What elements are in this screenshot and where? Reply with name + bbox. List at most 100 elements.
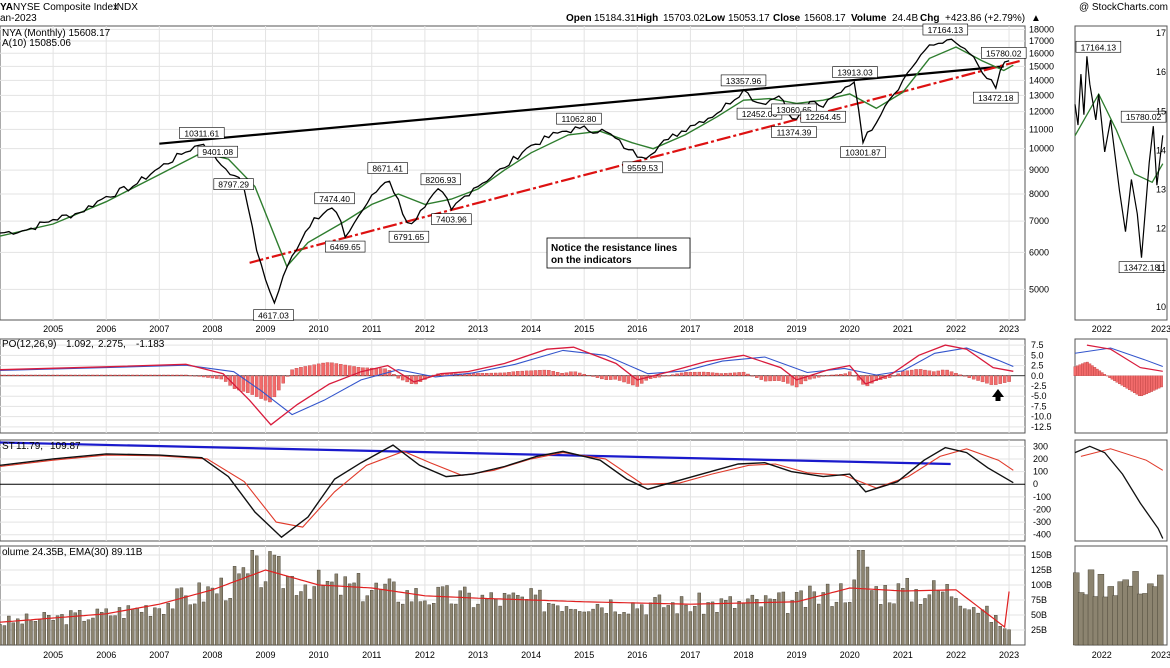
ppo-histogram-bar xyxy=(897,374,900,376)
value-label: 9401.08 xyxy=(202,147,233,157)
volume-bar xyxy=(282,588,285,645)
zoom-ppo-bar xyxy=(1101,373,1103,376)
volume-bar xyxy=(698,593,701,645)
volume-bar xyxy=(47,615,50,645)
ppo-histogram-bar xyxy=(777,376,780,381)
zoom-volume-bar xyxy=(1157,575,1163,645)
zoom-tick-fragment: 16 xyxy=(1156,67,1166,77)
price-tick-label: 11000 xyxy=(1029,124,1053,134)
ppo-histogram-bar xyxy=(795,376,798,387)
ppo-histogram-bar xyxy=(295,368,298,376)
volume-bar xyxy=(114,616,117,645)
zoom-frame-2 xyxy=(1075,440,1167,541)
volume-bar xyxy=(835,602,838,645)
volume-bar xyxy=(534,595,537,645)
value-label: 8797.29 xyxy=(218,180,249,190)
ppo-tick-label: 0.0 xyxy=(1031,371,1044,381)
ppo-histogram-bar xyxy=(667,376,670,377)
volume-bar xyxy=(184,596,187,645)
x-axis-label-bottom: 2007 xyxy=(149,650,169,660)
ppo-histogram-bar xyxy=(193,376,196,377)
ppo-histogram-bar xyxy=(206,376,209,378)
kst-tick-label: 300 xyxy=(1033,441,1048,451)
volume-bar xyxy=(60,614,63,645)
volume-bar xyxy=(786,613,789,645)
volume-bar xyxy=(109,616,112,645)
ppo-histogram-bar xyxy=(136,375,139,376)
volume-bar xyxy=(800,591,803,645)
ppo-histogram-bar xyxy=(923,370,926,376)
header-volume-label: Volume xyxy=(851,13,887,24)
x-axis-label-bottom: 2022 xyxy=(946,650,966,660)
x-axis-label-bottom: 2006 xyxy=(96,650,116,660)
volume-bar xyxy=(260,588,263,645)
ppo-histogram-bar xyxy=(994,376,997,385)
volume-bar xyxy=(817,604,820,645)
zoom-ppo-bar xyxy=(1076,366,1078,376)
volume-bar xyxy=(645,615,648,645)
ppo-histogram-bar xyxy=(127,375,130,376)
volume-bar xyxy=(587,612,590,645)
zoom-ppo-bar xyxy=(1136,376,1138,395)
volume-bar xyxy=(512,593,515,645)
volume-bar xyxy=(52,620,55,645)
ppo-histogram-bar xyxy=(636,376,639,387)
ppo-histogram-bar xyxy=(215,376,218,379)
ppo-histogram-bar xyxy=(684,372,687,376)
ppo-histogram-bar xyxy=(308,366,311,376)
ppo-histogram-bar xyxy=(189,375,192,376)
volume-bar xyxy=(822,592,825,645)
ppo-histogram-bar xyxy=(180,375,183,376)
volume-bar xyxy=(335,574,338,645)
volume-bar xyxy=(605,613,608,645)
volume-bar xyxy=(724,600,727,645)
volume-bar xyxy=(171,609,174,645)
ppo-histogram-bar xyxy=(627,376,630,384)
ppo-histogram-bar xyxy=(335,364,338,376)
value-label: 10311.61 xyxy=(184,128,219,138)
ppo-histogram-bar xyxy=(915,369,918,375)
ppo-histogram-bar xyxy=(472,373,475,375)
volume-tick-label: 50B xyxy=(1031,610,1047,620)
volume-bar xyxy=(769,599,772,645)
ppo-histogram-bar xyxy=(131,375,134,376)
volume-bar xyxy=(627,614,630,645)
ppo-histogram-bar xyxy=(972,376,975,379)
ppo-histogram-bar xyxy=(693,372,696,376)
ppo-histogram-bar xyxy=(711,373,714,376)
ppo-histogram-bar xyxy=(981,376,984,382)
volume-bar xyxy=(326,581,329,645)
volume-bar xyxy=(937,591,940,645)
volume-bar xyxy=(140,612,143,645)
volume-bar xyxy=(999,626,1002,645)
ppo-tick-label: 5.0 xyxy=(1031,350,1044,360)
volume-bar xyxy=(299,592,302,645)
volume-bar xyxy=(888,603,891,645)
volume-bar xyxy=(468,593,471,645)
chg-arrow-icon: ▲ xyxy=(1031,13,1041,24)
x-axis-label-top: 2006 xyxy=(96,324,116,334)
value-label: 11374.39 xyxy=(777,128,812,138)
ppo-histogram-bar xyxy=(990,376,993,385)
volume-bar xyxy=(415,588,418,645)
x-axis-label-bottom: 2013 xyxy=(468,650,488,660)
header-low-label: Low xyxy=(705,13,725,24)
volume-bar xyxy=(454,604,457,645)
ppo-histogram-bar xyxy=(583,374,586,376)
ppo-tick-label: 2.5 xyxy=(1031,361,1044,371)
ppo-histogram-bar xyxy=(96,375,99,376)
volume-bar xyxy=(74,613,77,645)
price-tick-label: 7000 xyxy=(1029,216,1049,226)
ppo-histogram-bar xyxy=(901,371,904,375)
kst-tick-label: 200 xyxy=(1033,454,1048,464)
ppo-histogram-bar xyxy=(768,376,771,381)
volume-bar xyxy=(707,602,710,645)
volume-bar xyxy=(348,584,351,645)
ppo-histogram-bar xyxy=(950,372,953,376)
volume-bar xyxy=(950,597,953,645)
ppo-histogram-bar xyxy=(255,376,258,397)
volume-bar xyxy=(122,618,125,645)
ppo-histogram-bar xyxy=(25,375,28,376)
x-axis-label-top: 2014 xyxy=(521,324,541,334)
x-axis-label-top: 2020 xyxy=(840,324,860,334)
